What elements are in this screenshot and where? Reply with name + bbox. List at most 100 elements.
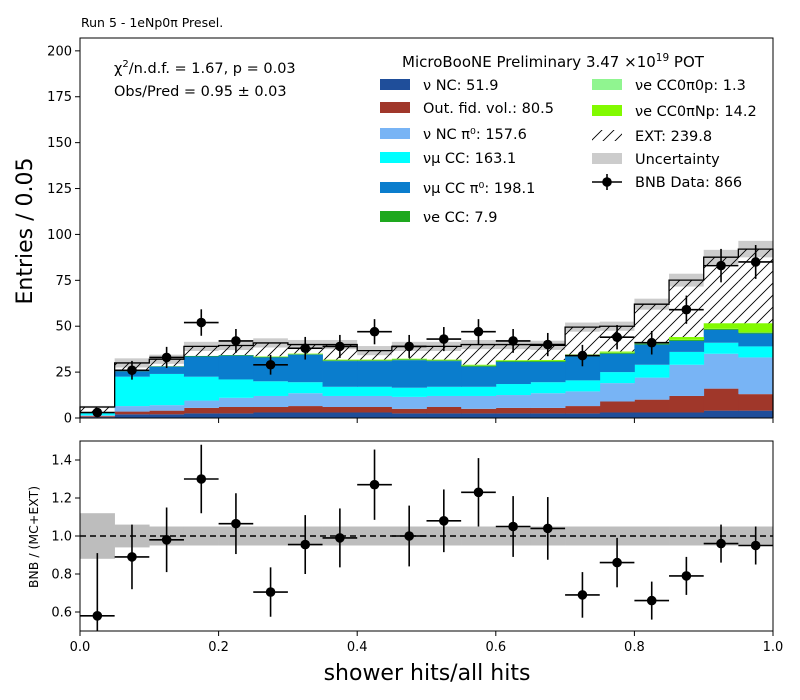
bar-numucc (669, 351, 705, 365)
y-tick-label: 25 (55, 366, 72, 381)
bar-ncpi0 (703, 353, 739, 389)
bar-numuccpi0 (703, 329, 739, 343)
bar-ncpi0 (530, 393, 566, 408)
bar-numucc (391, 387, 427, 397)
bar-nuenp (322, 359, 358, 361)
data-point (92, 407, 103, 418)
legend-label: νe CC: 7.9 (423, 210, 497, 226)
bar-numucc (287, 382, 323, 394)
ratio-point (369, 479, 380, 490)
bar-numuccpi0 (530, 362, 566, 383)
bar-numucc (426, 386, 462, 396)
bar-nuecc (703, 328, 739, 330)
data-point (716, 260, 726, 271)
ratio-band-bin (461, 526, 497, 546)
bar-nuenp (391, 358, 427, 360)
experiment-text: MicroBooNE Preliminary 3.47 ×10 (402, 53, 656, 71)
bar-numuccpi0 (357, 361, 393, 387)
y-tick-label: 175 (47, 90, 72, 105)
bar-ncpi0 (565, 391, 601, 407)
ratio-panel: 0.6 0.8 1.0 1.2 1.4 0.0 0.2 0.4 0.6 0.8 1.0 (51, 440, 783, 655)
bar-numuccpi0 (426, 361, 462, 387)
x-tick-label: 0.8 (624, 640, 645, 655)
ratio-point (300, 539, 311, 550)
bar-nc (183, 413, 219, 418)
legend-label: νe CC0πNp: 14.2 (635, 104, 757, 120)
bar-nuecc (391, 359, 427, 361)
ratio-y-tick-label: 0.6 (51, 606, 72, 621)
ratio-point (92, 611, 103, 621)
bar-ext (426, 346, 462, 360)
ratio-point (681, 571, 692, 581)
series-nc (80, 410, 774, 418)
bar-ncpi0 (461, 395, 497, 409)
bar-ncpi0 (669, 364, 705, 396)
legend-label: ν NC: 51.9 (423, 78, 498, 94)
data-point (335, 341, 345, 352)
bar-outfv (495, 407, 531, 414)
bar-numucc (253, 381, 289, 396)
bar-numucc (703, 342, 739, 354)
legend-swatch (592, 130, 622, 141)
bar-outfv (114, 411, 150, 415)
bar-ncpi0 (322, 395, 358, 407)
bar-numucc (495, 384, 531, 396)
bar-numucc (738, 346, 774, 358)
ratio-point (646, 595, 657, 606)
y-tick-label: 75 (55, 274, 72, 289)
bar-nc (703, 410, 739, 418)
bar-numuccpi0 (461, 366, 497, 387)
bar-nuenp (357, 359, 393, 361)
legend-label: Out. fid. vol.: 80.5 (423, 101, 554, 117)
ratio-y-tick-label: 1.2 (51, 492, 72, 507)
bar-outfv (253, 406, 289, 413)
bar-nuecc (495, 361, 531, 363)
x-tick-label: 0.6 (485, 640, 506, 655)
bar-nc (738, 410, 774, 418)
experiment-unit: POT (669, 53, 705, 71)
legend-label: νμ CC π⁰: 198.1 (423, 181, 535, 197)
bar-nuenp (599, 351, 635, 353)
experiment-label: MicroBooNE Preliminary 3.47 ×1019 POT (402, 52, 705, 71)
bar-ncpi0 (183, 400, 219, 408)
bar-numucc (357, 386, 393, 396)
legend-label: νe CC0π0p: 1.3 (635, 78, 746, 94)
bar-ncpi0 (738, 357, 774, 395)
legend-swatch (380, 128, 410, 139)
bar-outfv (357, 406, 393, 413)
bar-ncpi0 (599, 383, 635, 402)
data-point (265, 359, 276, 370)
bar-outfv (218, 406, 254, 414)
obs-pred-label: Obs/Pred = 0.95 ± 0.03 (114, 84, 287, 100)
bar-nuecc (357, 360, 393, 362)
ratio-band-bin (669, 526, 704, 546)
ratio-y-tick-label: 1.0 (51, 530, 72, 545)
bar-numuccpi0 (218, 355, 254, 380)
legend-item-ext: EXT: 239.8 (592, 129, 712, 145)
legend-swatch (380, 152, 410, 163)
legend-item-outfv: Out. fid. vol.: 80.5 (380, 101, 554, 117)
bar-outfv (634, 399, 670, 413)
chi2-label: χ2/n.d.f. = 1.67, p = 0.03 (114, 59, 296, 77)
data-point (300, 343, 311, 354)
bar-nuecc (426, 360, 462, 362)
bar-outfv (703, 388, 739, 411)
legend-swatch (380, 182, 410, 193)
bar-nuecc (599, 352, 635, 354)
y-tick-label: 0 (64, 412, 72, 427)
ratio-point (577, 590, 588, 600)
chi2-text: /n.d.f. = 1.67, p = 0.03 (129, 61, 296, 77)
legend-item-nuenp: νe CC0πNp: 14.2 (592, 104, 757, 120)
bar-nc (218, 413, 254, 418)
bar-numucc (149, 373, 185, 406)
y-tick-label: 100 (47, 228, 72, 243)
bar-nuenp (495, 360, 531, 361)
bar-outfv (287, 406, 323, 413)
bar-nc (391, 413, 427, 418)
ratio-point (196, 474, 207, 484)
legend-label: BNB Data: 866 (635, 175, 742, 191)
chi2-symbol: χ (114, 61, 122, 77)
data-point (161, 352, 172, 363)
y-tick-label: 150 (47, 136, 72, 151)
